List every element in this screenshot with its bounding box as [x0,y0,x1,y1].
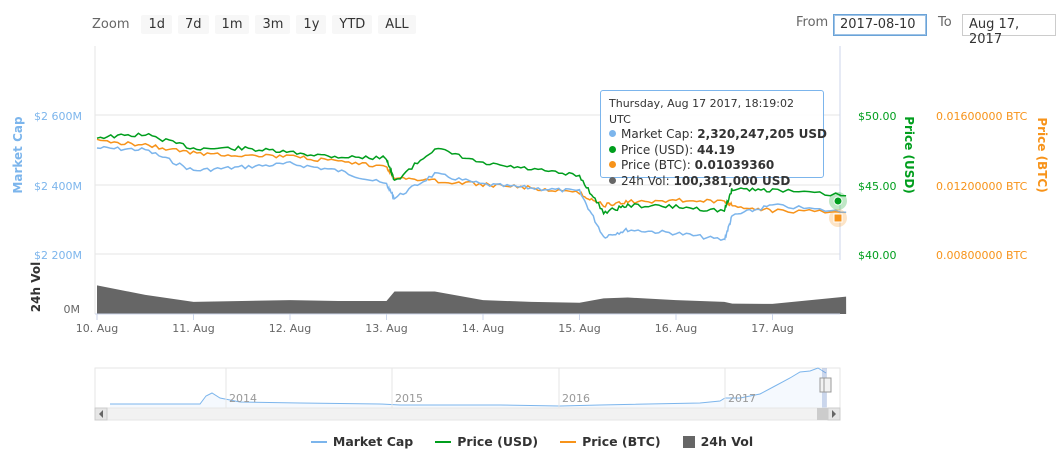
x-axis-ticks: 10. Aug 11. Aug 12. Aug 13. Aug 14. Aug 15. A… [76,314,794,335]
legend-label: Price (BTC) [582,434,661,449]
legend-line-icon [310,440,327,443]
hover-marker-usd [833,196,843,206]
x-tick-label: 13. Aug [365,322,407,335]
tooltip-label: Price (USD): [621,142,694,157]
zoom-1d-button[interactable]: 1d [141,15,173,34]
volume-dot-icon [609,176,616,184]
price-btc-tick: 0.01600000 BTC [936,110,1028,123]
from-label: From [796,15,829,30]
price-btc-dot-icon [609,161,616,168]
tooltip-row-price-usd: Price (USD): 44.19 [609,143,815,159]
arrow-right-icon [832,410,836,418]
market-cap-tick: $2 600M [34,110,82,123]
tooltip-label: Market Cap: [621,127,694,141]
legend-box-icon [682,435,695,448]
zoom-ytd-button[interactable]: YTD [332,15,373,34]
tooltip: Thursday, Aug 17 2017, 18:19:02 UTC Mark… [600,90,827,188]
navigator-tick-label: 2017 [728,392,756,405]
market-cap-axis-title: Market Cap [11,116,25,194]
legend-item-price-btc[interactable]: Price (BTC) [560,434,661,449]
legend-item-volume[interactable]: 24h Vol [682,434,754,449]
tooltip-header: Thursday, Aug 17 2017, 18:19:02 UTC [609,97,795,126]
navigator-handle-right[interactable] [823,377,832,393]
tooltip-value: 44.19 [696,142,735,157]
zoom-1y-button[interactable]: 1y [296,15,327,34]
volume-series-area [97,285,847,314]
to-date-input[interactable]: Aug 17, 2017 [962,14,1056,47]
price-btc-axis-title: Price (BTC) [1035,117,1049,192]
x-tick-label: 16. Aug [655,322,697,335]
scrollbar-track[interactable] [94,407,841,421]
scrollbar-thumb[interactable] [817,408,828,420]
market-cap-tick: $2 400M [34,180,82,193]
market-cap-tick: $2 200M [34,249,82,262]
tooltip-row-price-btc: Price (BTC): 0.01039360 [609,158,815,174]
market-cap-series-line [96,145,847,242]
zoom-bar: Zoom 1d 7d 1m 3m 1y YTD ALL [92,15,416,34]
x-tick-label: 14. Aug [462,322,504,335]
volume-axis-title: 24h Vol [29,262,43,312]
tooltip-value: 2,320,247,205 USD [697,127,827,141]
volume-tick: 0M [64,303,81,316]
x-tick-label: 12. Aug [269,322,311,335]
legend-label: Market Cap [332,434,414,449]
legend-line-icon [560,440,577,443]
legend-item-market-cap[interactable]: Market Cap [310,434,414,449]
price-btc-tick: 0.01200000 BTC [936,180,1028,193]
price-btc-tick: 0.00800000 BTC [936,249,1028,262]
price-usd-tick: $45.00 [858,180,897,193]
zoom-3m-button[interactable]: 3m [255,15,291,34]
legend-line-icon [435,440,452,443]
tooltip-label: 24h Vol: [621,173,670,188]
tooltip-row-volume: 24h Vol: 100,381,000 USD [609,174,815,190]
legend: Market Cap Price (USD) Price (BTC) 24h V… [0,434,1064,449]
price-usd-tick: $50.00 [858,110,897,123]
arrow-left-icon [99,410,103,418]
zoom-1m-button[interactable]: 1m [214,15,250,34]
navigator-tick-label: 2014 [229,392,257,405]
tooltip-row-market-cap: Market Cap: 2,320,247,205 USD [609,127,827,143]
navigator-series-line [110,367,827,407]
x-tick-label: 17. Aug [751,322,793,335]
price-usd-axis-title: Price (USD) [902,116,916,194]
zoom-7d-button[interactable]: 7d [178,15,209,34]
tooltip-label: Price (BTC): [621,158,691,172]
price-usd-tick: $40.00 [858,249,897,262]
legend-item-price-usd[interactable]: Price (USD) [435,434,538,449]
legend-label: 24h Vol [700,434,754,449]
zoom-label: Zoom [92,17,130,32]
zoom-all-button[interactable]: ALL [378,15,416,34]
hover-marker-btc [833,213,843,223]
navigator-tick-label: 2016 [562,392,590,405]
x-tick-label: 10. Aug [76,322,118,335]
tooltip-value: 0.01039360 [694,158,775,172]
x-tick-label: 15. Aug [558,322,600,335]
legend-label: Price (USD) [457,434,539,449]
market-cap-dot-icon [609,130,616,137]
navigator-tick-label: 2015 [395,392,423,405]
to-label: To [938,15,952,30]
tooltip-value: 100,381,000 USD [673,173,791,188]
x-tick-label: 11. Aug [172,322,214,335]
from-date-input[interactable]: 2017-08-10 [833,14,927,36]
navigator-ticks: 2014 2015 2016 2017 [225,368,756,408]
price-btc-series-line [96,138,847,214]
price-usd-dot-icon [609,145,616,153]
price-usd-series-line [96,132,847,216]
